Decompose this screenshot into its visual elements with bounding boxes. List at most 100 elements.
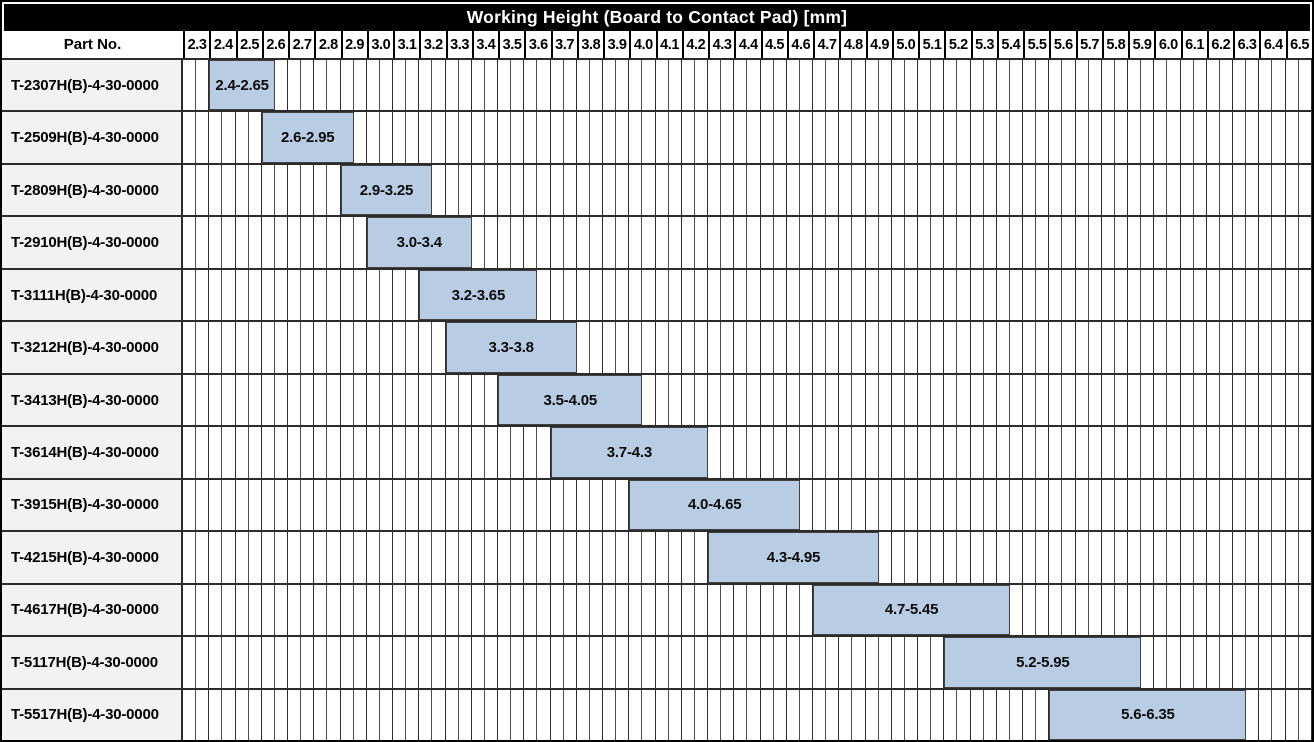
grid-cell [839,637,853,688]
grid-cell [721,689,735,741]
range-bar-label: 3.3-3.8 [488,339,535,357]
grid-cell [1010,584,1023,636]
grid-cell [209,112,223,163]
grid-cell [984,427,997,478]
grid-cell [551,637,564,688]
table-row: T-2509H(B)-4-30-0000 2.6-2.95 [2,110,1312,163]
grid-cell [577,637,590,688]
grid-cell [944,164,958,216]
grid-cell [1049,164,1063,216]
grid-cell [380,374,393,426]
grid-cell [721,322,735,373]
grid-cell [537,427,551,478]
grid-cell [196,479,210,531]
grid-cell [800,479,813,531]
grid-cell [196,60,210,111]
grid-cell [1089,322,1102,373]
grid-cell [1246,689,1260,741]
grid-cell [1128,584,1142,636]
grid-cell [367,60,380,111]
grid-cell [1286,60,1299,111]
grid-cell [1036,479,1050,531]
grid-cell [419,60,433,111]
grid-cell [800,374,813,426]
grid-cell [301,427,315,478]
grid-cell [1036,584,1050,636]
grid-cell [314,60,328,111]
grid-cell [446,164,459,216]
grid-cell [879,479,892,531]
grid-cell [472,584,485,636]
grid-cell [1115,532,1128,583]
grid-cell [262,374,275,426]
grid-cell [656,322,669,373]
grid-cell [761,374,774,426]
grid-cell [1102,60,1115,111]
grid-cell [183,217,197,268]
grid-cell [1167,479,1181,531]
axis-tick: 6.2 [1206,31,1233,58]
grid-cell [1246,374,1260,426]
grid-cell [551,479,564,531]
grid-cell [669,532,682,583]
grid-cell [1102,112,1115,163]
grid-cell [419,427,433,478]
grid-cell [931,60,945,111]
grid-cell [1141,112,1155,163]
grid-cell [406,374,420,426]
grid-cell [1220,322,1233,373]
grid-cell [944,374,958,426]
grid-cell [222,532,236,583]
grid-cell [249,637,262,688]
grid-cell [577,584,590,636]
grid-cell [249,479,262,531]
grid-cell [524,689,538,741]
grid-cell [669,60,682,111]
grid-cell [1036,60,1050,111]
grid-cell [327,60,341,111]
grid-cell [1115,217,1128,268]
grid-cell [1272,532,1286,583]
axis-tick: 2.5 [235,31,262,58]
grid-cell [262,269,275,321]
axis-tick: 5.4 [996,31,1023,58]
grid-cell [1102,532,1115,583]
grid-cell [813,269,827,321]
grid-cell [1128,269,1142,321]
grid-cell [314,584,328,636]
grid-cell [1246,60,1260,111]
grid-cell [918,269,932,321]
grid-cell [1115,479,1128,531]
grid-cell [682,164,695,216]
grid-cell [616,164,630,216]
grid-cell [1246,164,1260,216]
grid-cell [432,322,446,373]
grid-cell [1036,322,1050,373]
grid-cell [406,689,420,741]
grid-cell [616,60,630,111]
grid-cell [918,479,932,531]
grid-cell [852,427,866,478]
grid-cell [511,164,525,216]
grid-cell [301,637,315,688]
grid-cell [1062,322,1076,373]
grid-cell [380,269,393,321]
grid-cell [1246,427,1260,478]
grid-cell [616,637,630,688]
part-no-cell: T-2509H(B)-4-30-0000 [2,112,183,163]
grid-cell [603,322,617,373]
grid-cell [1272,322,1286,373]
grid-cell [971,322,984,373]
grid-cell [472,637,485,688]
grid-cell [1089,60,1102,111]
grid-cell [1299,637,1312,688]
grid-cell [997,374,1010,426]
grid-cell [747,322,761,373]
grid-cell [1023,269,1037,321]
grid-cell [380,637,393,688]
grid-cell [1010,60,1023,111]
grid-cell [839,322,853,373]
grid-cell [787,60,800,111]
grid-cell [918,637,932,688]
grid-cell [327,532,341,583]
